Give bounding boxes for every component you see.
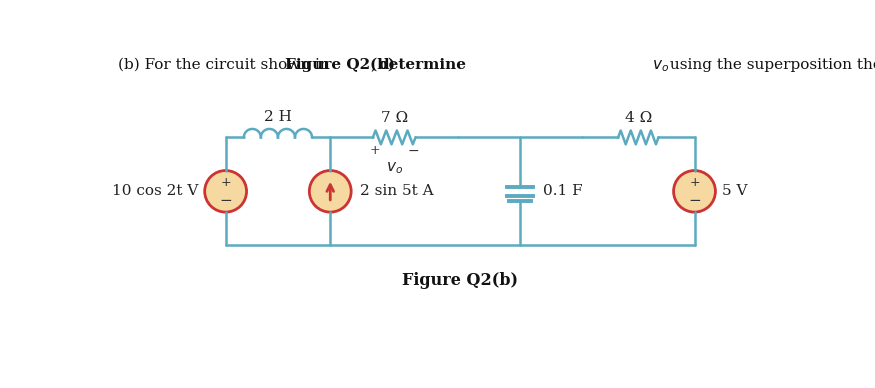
- Text: 4 Ω: 4 Ω: [625, 111, 652, 125]
- Text: $v_o$: $v_o$: [648, 58, 670, 74]
- Text: 7 Ω: 7 Ω: [381, 111, 408, 125]
- Text: +: +: [220, 176, 231, 189]
- Text: using the superposition theorem.: using the superposition theorem.: [0, 387, 1, 388]
- Circle shape: [205, 171, 247, 212]
- Text: $v_o$: $v_o$: [386, 161, 402, 176]
- Text: 5 V: 5 V: [722, 184, 747, 198]
- Text: 2 H: 2 H: [264, 109, 292, 123]
- Text: 0.1 F: 0.1 F: [543, 184, 583, 198]
- Text: 10 cos 2t V: 10 cos 2t V: [112, 184, 199, 198]
- Text: 2 sin 5t A: 2 sin 5t A: [360, 184, 433, 198]
- Circle shape: [310, 171, 351, 212]
- Text: +: +: [369, 144, 380, 158]
- Text: Figure Q2(b): Figure Q2(b): [402, 272, 518, 289]
- Text: ,: ,: [371, 58, 381, 72]
- Text: −: −: [408, 144, 419, 158]
- Circle shape: [674, 171, 716, 212]
- Text: −: −: [688, 192, 701, 208]
- Text: −: −: [220, 192, 232, 208]
- Text: +: +: [690, 176, 700, 189]
- Text: (b) For the circuit shown in: (b) For the circuit shown in: [117, 58, 334, 72]
- Text: using the superposition theorem.: using the superposition theorem.: [665, 58, 875, 72]
- Text: determine: determine: [378, 58, 466, 72]
- Text: Figure Q2(b): Figure Q2(b): [285, 58, 396, 72]
